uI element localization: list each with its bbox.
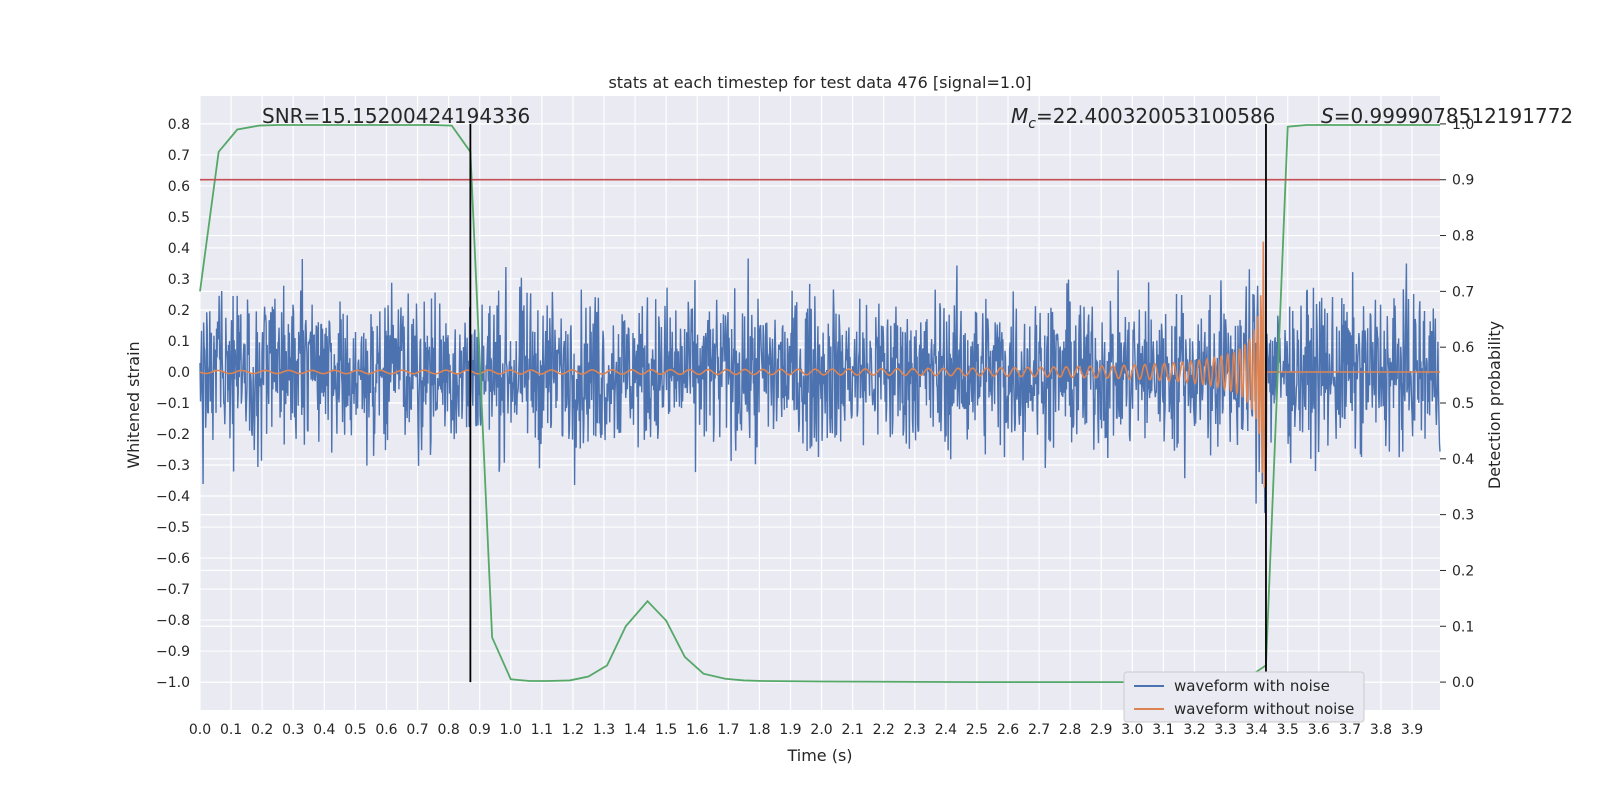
x-tick-label: 3.5 <box>1277 722 1299 738</box>
y-tick-label: 0.4 <box>168 241 190 257</box>
x-tick-label: 0.2 <box>251 722 273 738</box>
y2-tick-label: 0.8 <box>1452 229 1474 245</box>
y2-tick-label: 0.9 <box>1452 173 1474 189</box>
y-tick-label: −0.2 <box>156 427 190 443</box>
y-tick-label: 0.1 <box>168 334 190 350</box>
x-tick-label: 0.6 <box>375 722 397 738</box>
legend-label-clean: waveform without noise <box>1174 700 1354 718</box>
snr-annotation: SNR=15.15200424194336 <box>262 104 530 128</box>
y-tick-label: 0.7 <box>168 148 190 164</box>
x-tick-label: 1.7 <box>717 722 739 738</box>
x-tick-label: 2.5 <box>966 722 988 738</box>
x-tick-label: 2.4 <box>935 722 957 738</box>
series-waveform-with-noise <box>199 258 1441 513</box>
y2-tick-label: 0.3 <box>1452 508 1474 524</box>
x-tick-label: 3.8 <box>1370 722 1392 738</box>
series-waveform-without-noise <box>199 241 1440 488</box>
chirp-mass-subscript: c <box>1028 116 1036 132</box>
y2-axis-label: Detection probability <box>1485 321 1504 489</box>
x-tick-label: 0.5 <box>344 722 366 738</box>
y-axis-ticks: 0.8 0.7 0.6 0.5 0.4 0.3 0.2 0.1 0.0 −0.1 −0.2 −0.3 −… <box>156 117 190 691</box>
x-tick-label: 3.6 <box>1308 722 1330 738</box>
y-tick-label: −0.9 <box>156 644 190 660</box>
y-axis-label: Whitened strain <box>124 341 143 468</box>
y-tick-label: 0.3 <box>168 272 190 288</box>
y-tick-label: 0.2 <box>168 303 190 319</box>
x-tick-label: 3.1 <box>1152 722 1174 738</box>
x-tick-label: 2.3 <box>904 722 926 738</box>
x-tick-label: 1.1 <box>531 722 553 738</box>
x-tick-label: 0.9 <box>469 722 491 738</box>
y-tick-label: 0.0 <box>168 365 190 381</box>
chirp-mass-annotation: Mc=22.400320053100586 <box>1011 104 1275 132</box>
x-tick-label: 2.9 <box>1090 722 1112 738</box>
y-tick-label: −0.6 <box>156 551 190 567</box>
x-tick-label: 3.0 <box>1121 722 1143 738</box>
y2-tick-label: 0.4 <box>1452 452 1474 468</box>
clean-waveform-line <box>199 241 1440 488</box>
score-value: =0.9999078512191772 <box>1334 104 1573 128</box>
chart-title: stats at each timestep for test data 476… <box>608 73 1031 92</box>
series-detection-probability <box>199 124 1440 683</box>
x-tick-label: 1.6 <box>686 722 708 738</box>
x-tick-label: 0.4 <box>313 722 335 738</box>
probability-line <box>199 124 1440 683</box>
y-tick-label: −0.3 <box>156 458 190 474</box>
x-tick-label: 2.8 <box>1059 722 1081 738</box>
x-axis-ticks: 0.0 0.1 0.2 0.3 0.4 0.5 0.6 0.7 0.8 0.9 1.0 1.1 1.2 1… <box>189 722 1423 738</box>
x-tick-label: 2.0 <box>810 722 832 738</box>
x-tick-label: 0.1 <box>220 722 242 738</box>
y-tick-label: −0.1 <box>156 396 190 412</box>
y-tick-label: 0.8 <box>168 117 190 133</box>
x-tick-label: 2.7 <box>1028 722 1050 738</box>
x-tick-label: 3.2 <box>1183 722 1205 738</box>
x-tick-label: 1.3 <box>593 722 615 738</box>
x-tick-label: 1.5 <box>655 722 677 738</box>
y-tick-label: −0.7 <box>156 582 190 598</box>
score-annotation: S=0.9999078512191772 <box>1321 104 1573 128</box>
x-tick-label: 1.4 <box>624 722 646 738</box>
y-tick-label: 0.6 <box>168 179 190 195</box>
y2-tick-label: 0.0 <box>1452 675 1474 691</box>
y2-tick-label: 0.6 <box>1452 340 1474 356</box>
y2-tick-label: 0.1 <box>1452 619 1474 635</box>
x-tick-label: 3.4 <box>1246 722 1268 738</box>
x-tick-label: 1.2 <box>562 722 584 738</box>
event-markers <box>469 123 1267 683</box>
y-tick-label: −0.4 <box>156 489 190 505</box>
legend-box <box>1123 671 1365 723</box>
x-tick-label: 2.1 <box>841 722 863 738</box>
legend-label-noise: waveform with noise <box>1174 677 1330 695</box>
chirp-mass-symbol: M <box>1011 104 1028 128</box>
noisy-waveform-line <box>199 258 1441 513</box>
x-tick-label: 2.6 <box>997 722 1019 738</box>
y-tick-label: −0.5 <box>156 520 190 536</box>
x-tick-label: 3.3 <box>1214 722 1236 738</box>
x-tick-label: 1.8 <box>748 722 770 738</box>
y2-tick-label: 0.7 <box>1452 284 1474 300</box>
x-tick-label: 2.2 <box>873 722 895 738</box>
x-tick-label: 0.7 <box>406 722 428 738</box>
x-tick-label: 1.9 <box>779 722 801 738</box>
x-axis-label: Time (s) <box>786 746 852 765</box>
y2-axis-ticks: 1.0 0.9 0.8 0.7 0.6 0.5 0.4 0.3 0.2 0.1 0.0 <box>1440 117 1474 691</box>
y-tick-label: −1.0 <box>156 675 190 691</box>
x-tick-label: 0.3 <box>282 722 304 738</box>
x-tick-label: 0.8 <box>437 722 459 738</box>
y-tick-label: 0.5 <box>168 210 190 226</box>
x-tick-label: 3.7 <box>1339 722 1361 738</box>
y2-tick-label: 0.5 <box>1452 396 1474 412</box>
x-tick-label: 3.9 <box>1401 722 1423 738</box>
y2-tick-label: 0.2 <box>1452 563 1474 579</box>
x-tick-label: 1.0 <box>500 722 522 738</box>
x-tick-label: 0.0 <box>189 722 211 738</box>
y-tick-label: −0.8 <box>156 613 190 629</box>
score-symbol: S <box>1321 104 1334 128</box>
legend: waveform with noise waveform without noi… <box>1123 671 1365 723</box>
chirp-mass-value: =22.400320053100586 <box>1036 104 1275 128</box>
y2-tick-label: 1.0 <box>1452 117 1474 133</box>
